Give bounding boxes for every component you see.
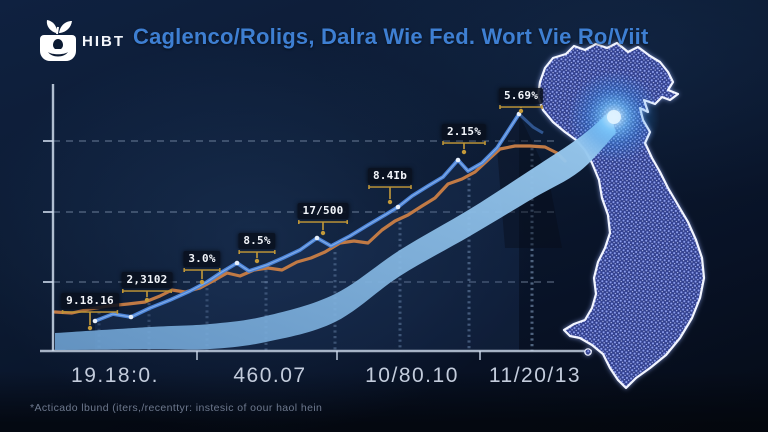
blue-line-tail — [517, 112, 544, 135]
map-glow-point — [568, 71, 660, 163]
callout-label: 2.15% — [441, 124, 487, 140]
highlight-beam — [55, 111, 616, 350]
data-point-marker — [455, 157, 461, 163]
callout-bracket — [298, 220, 348, 230]
callout-bracket — [61, 310, 119, 325]
chart-axes — [40, 84, 592, 360]
x-axis-label: 460.07 — [233, 364, 307, 387]
callout-label: 3.0% — [183, 251, 221, 267]
data-point-marker — [92, 318, 98, 324]
callout-tip-dot — [320, 230, 326, 236]
footnote: *Acticado lbund (iters,/recenttyr: inste… — [30, 402, 323, 414]
callout-label: 8.5% — [238, 233, 276, 249]
callout-brackets — [61, 105, 543, 331]
callout-bracket — [183, 268, 221, 279]
header: HIBT Caglenco/Roligs, Dalra Wie Fed. Wor… — [0, 0, 768, 70]
x-axis-label: 19.18:0. — [71, 364, 159, 387]
callout-tip-dot — [144, 297, 150, 303]
callout-tip-dot — [387, 199, 393, 205]
data-point-marker — [128, 314, 134, 320]
data-point-marker — [314, 235, 320, 241]
blue-area-fill — [95, 114, 519, 351]
callout-tip-dot — [461, 149, 467, 155]
callout-bracket — [122, 289, 172, 297]
x-axis-label: 10/80.10 — [365, 364, 459, 387]
callout-tip-dot — [199, 279, 205, 285]
callout-label: 17/500 — [297, 203, 349, 219]
callout-bracket — [499, 105, 543, 109]
callout-bracket — [442, 141, 486, 149]
callout-bracket — [368, 185, 412, 199]
map-island — [584, 348, 592, 356]
callout-label: 8.4Ib — [367, 168, 413, 184]
callout-tip-dot — [518, 108, 524, 114]
chart-series — [53, 111, 567, 351]
page-title: Caglenco/Roligs, Dalra Wie Fed. Wort Vie… — [133, 24, 649, 49]
callout-label: 9.18.16 — [61, 293, 119, 309]
callout-label: 5.69% — [498, 88, 544, 104]
callout-bracket — [238, 250, 276, 258]
callout-tip-dot — [254, 258, 260, 264]
hibt-logo-icon — [40, 20, 76, 61]
data-point-marker — [234, 260, 240, 266]
callout-tip-dot — [87, 325, 93, 331]
orange-line-series — [53, 144, 567, 315]
brand-name: HIBT — [82, 33, 125, 50]
highlight-band — [55, 111, 616, 350]
data-point-marker — [395, 204, 401, 210]
callout-label: 2,3102 — [121, 272, 173, 288]
x-axis-label: 11/20/13 — [488, 364, 582, 387]
